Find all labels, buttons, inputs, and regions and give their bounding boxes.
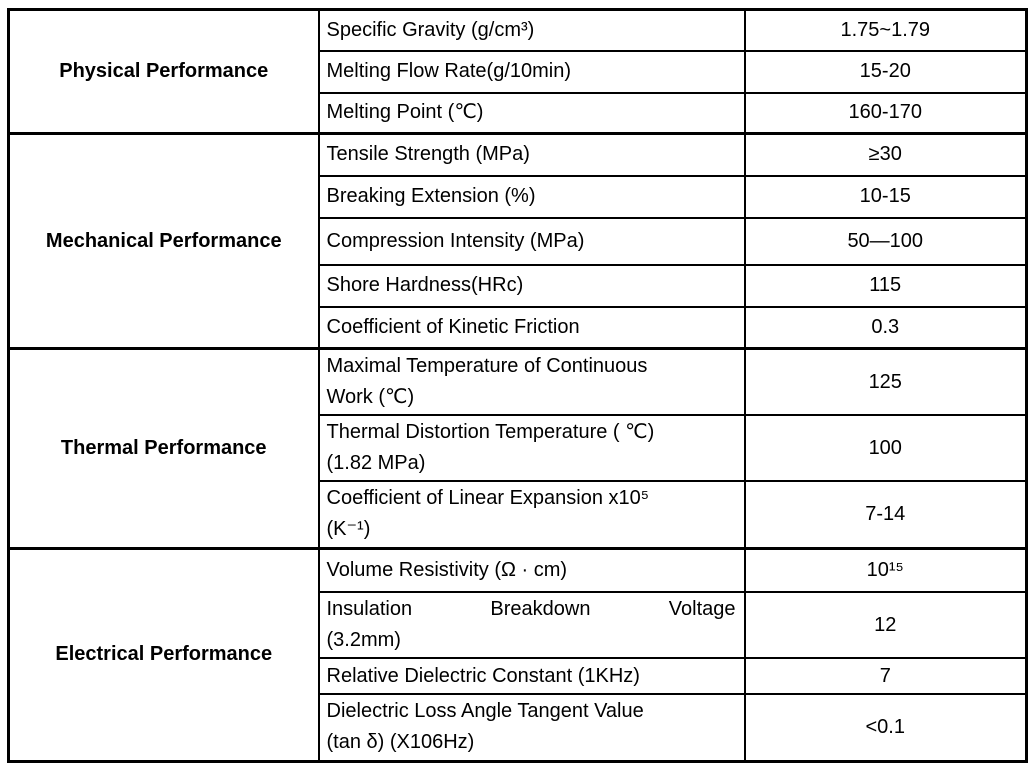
value-dielectric-loss-tangent: <0.1 [743,693,1028,762]
property-line: (3.2mm) [326,629,401,651]
section-header-electrical: Electrical Performance [7,546,320,762]
value-insulation-breakdown: 12 [743,591,1028,659]
section-header-thermal: Thermal Performance [7,347,320,549]
table-row: Breaking Extension (%) 10-15 [9,174,1028,219]
property-breaking-extension: Breaking Extension (%) [317,174,746,219]
property-line: (1.82 MPa) [326,452,426,474]
value-compression-intensity: 50—100 [743,216,1028,266]
performance-spec-table: Physical Performance Specific Gravity (g… [7,8,1028,763]
property-line: Insulation Breakdown Voltage [326,598,736,620]
property-insulation-breakdown: Insulation Breakdown Voltage (3.2mm) [317,591,746,659]
table-row: Insulation Breakdown Voltage (3.2mm) 12 [9,591,1028,659]
value-thermal-distortion-temp: 100 [743,414,1028,482]
property-line: (tan δ) (X106Hz) [326,731,475,754]
table-row: Thermal Performance Maximal Temperature … [7,347,1028,549]
property-melting-point: Melting Point (℃) [317,91,746,135]
section-header-physical: Physical Performance [7,8,320,135]
table-row: Compression Intensity (MPa) 50—100 [9,216,1028,266]
property-compression-intensity: Compression Intensity (MPa) [317,216,746,266]
value-relative-dielectric-constant: 7 [743,657,1028,695]
property-thermal-distortion-temp: Thermal Distortion Temperature ( ℃) (1.8… [317,414,746,482]
value-tensile-strength: ≥30 [743,132,1028,177]
property-line: Thermal Distortion Temperature ( ℃) [326,421,655,443]
property-relative-dielectric-constant: Relative Dielectric Constant (1KHz) [317,657,746,695]
table-row: Shore Hardness(HRc) 115 [9,263,1028,308]
table-row: Coefficient of Kinetic Friction 0.3 [9,305,1028,350]
table-row: Electrical Performance Volume Resistivit… [7,546,1028,762]
property-kinetic-friction: Coefficient of Kinetic Friction [317,305,746,350]
value-linear-expansion: 7-14 [743,480,1028,549]
property-line: Maximal Temperature of Continuous [326,355,648,377]
property-line: Dielectric Loss Angle Tangent Value [326,700,644,723]
value-kinetic-friction: 0.3 [743,305,1028,350]
property-max-continuous-temp: Maximal Temperature of Continuous Work (… [317,347,746,416]
value-melting-point: 160-170 [743,91,1028,135]
value-specific-gravity: 1.75~1.79 [743,8,1028,52]
table-row: Mechanical Performance Tensile Strength … [7,132,1028,350]
value-melting-flow-rate: 15-20 [743,49,1028,94]
property-linear-expansion: Coefficient of Linear Expansion x10⁵ (K⁻… [317,480,746,549]
value-volume-resistivity: 10¹⁵ [743,546,1028,593]
property-tensile-strength: Tensile Strength (MPa) [317,132,746,177]
table-row: Coefficient of Linear Expansion x10⁵ (K⁻… [9,480,1028,549]
property-melting-flow-rate: Melting Flow Rate(g/10min) [317,49,746,94]
table-row: Melting Point (℃) 160-170 [9,91,1028,135]
section-header-mechanical: Mechanical Performance [7,132,320,350]
property-specific-gravity: Specific Gravity (g/cm³) [317,8,746,52]
table-row: Dielectric Loss Angle Tangent Value (tan… [9,693,1028,762]
property-line: Work (℃) [326,386,415,408]
property-volume-resistivity: Volume Resistivity (Ω · cm) [317,546,746,593]
property-dielectric-loss-tangent: Dielectric Loss Angle Tangent Value (tan… [317,693,746,762]
property-shore-hardness: Shore Hardness(HRc) [317,263,746,308]
table-row: Physical Performance Specific Gravity (g… [7,8,1028,135]
table-row: Relative Dielectric Constant (1KHz) 7 [9,657,1028,695]
value-shore-hardness: 115 [743,263,1028,308]
property-line: (K⁻¹) [326,518,371,541]
property-line: Coefficient of Linear Expansion x10⁵ [326,487,650,510]
table-row: Thermal Distortion Temperature ( ℃) (1.8… [9,414,1028,482]
table-row: Melting Flow Rate(g/10min) 15-20 [9,49,1028,94]
value-breaking-extension: 10-15 [743,174,1028,219]
value-max-continuous-temp: 125 [743,347,1028,416]
